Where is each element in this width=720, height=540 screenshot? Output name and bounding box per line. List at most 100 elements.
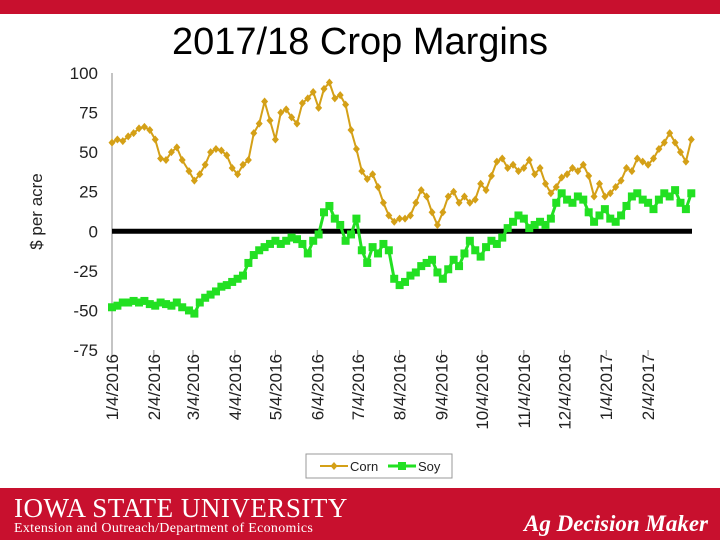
soy-data-point (633, 189, 642, 198)
corn-data-point (477, 179, 485, 188)
soy-data-point (303, 249, 312, 258)
soy-data-point (595, 211, 604, 220)
soy-data-point (611, 217, 620, 226)
corn-data-point (234, 170, 242, 179)
x-tick-label: 3/4/2016 (184, 354, 203, 420)
corn-data-point (212, 144, 220, 153)
corn-data-point (401, 214, 409, 223)
corn-data-point (595, 179, 603, 188)
soy-data-point (579, 195, 588, 204)
soy-data-point (384, 246, 393, 255)
corn-data-point (228, 163, 236, 172)
corn-data-point (277, 108, 285, 117)
soy-data-point (156, 298, 165, 307)
soy-data-point (374, 249, 383, 258)
soy-data-point (172, 298, 181, 307)
corn-data-point (682, 157, 690, 166)
soy-data-point (357, 246, 366, 255)
soy-data-point (238, 271, 247, 280)
corn-data-point (676, 148, 684, 157)
soy-data-point (260, 243, 269, 252)
soy-data-point (178, 303, 187, 312)
corn-data-point (352, 144, 360, 153)
soy-data-point (145, 300, 154, 309)
soy-data-point (590, 217, 599, 226)
soy-data-point (498, 233, 507, 242)
corn-data-point (606, 189, 614, 198)
soy-data-point (514, 211, 523, 220)
corn-data-point (201, 160, 209, 169)
corn-data-point (628, 167, 636, 176)
soy-data-point (201, 293, 210, 302)
y-tick-label: 75 (79, 104, 98, 123)
corn-data-point (157, 154, 165, 163)
corn-data-point (282, 105, 290, 114)
corn-data-point (266, 116, 274, 125)
corn-data-point (396, 214, 404, 223)
soy-data-point (449, 255, 458, 264)
soy-data-point (492, 239, 501, 248)
corn-data-point (315, 103, 323, 112)
corn-data-point (509, 160, 517, 169)
soy-data-point (336, 220, 345, 229)
soy-data-point (108, 303, 116, 312)
corn-data-point (460, 192, 468, 201)
corn-data-point (671, 138, 679, 147)
soy-data-point (401, 277, 410, 286)
soy-data-point (525, 224, 534, 233)
corn-data-point (644, 160, 652, 169)
soy-data-point (347, 230, 356, 239)
ag-decision-maker-brand: Ag Decision Maker (524, 511, 708, 536)
corn-data-point (487, 171, 495, 180)
soy-data-point (487, 236, 496, 245)
soy-data-point (406, 271, 415, 280)
corn-data-point (309, 87, 317, 96)
corn-data-point (217, 146, 225, 155)
soy-data-point (465, 236, 474, 245)
soy-data-point (411, 268, 420, 277)
corn-data-point (190, 176, 198, 185)
soy-data-point (676, 198, 685, 207)
corn-data-point (304, 94, 312, 103)
corn-data-point (379, 198, 387, 207)
x-tick-label: 5/4/2016 (266, 354, 285, 420)
soy-data-point (217, 282, 226, 291)
corn-data-point (298, 99, 306, 108)
x-tick-label: 12/4/2016 (555, 354, 574, 430)
y-axis-label: $ per acre (27, 173, 46, 250)
corn-data-point (450, 187, 458, 196)
corn-data-point (428, 208, 436, 217)
corn-data-point (135, 124, 143, 133)
corn-data-point (536, 163, 544, 172)
corn-data-point (108, 138, 116, 147)
corn-data-point (525, 156, 533, 165)
soy-data-point (428, 255, 437, 264)
soy-data-point (573, 192, 582, 201)
corn-data-point (466, 198, 474, 207)
corn-data-point (342, 100, 350, 109)
soy-data-point (509, 217, 518, 226)
corn-data-point (369, 170, 377, 179)
soy-data-point (129, 296, 138, 305)
soy-data-point (638, 195, 647, 204)
corn-data-point (514, 167, 522, 176)
corn-data-point (140, 122, 148, 131)
corn-data-point (574, 167, 582, 176)
corn-data-point (520, 163, 528, 172)
soy-data-point (379, 239, 388, 248)
corn-data-point (622, 163, 630, 172)
x-tick-label: 10/4/2016 (473, 354, 492, 430)
corn-data-point (482, 186, 490, 195)
corn-data-point (196, 170, 204, 179)
corn-data-point (433, 220, 441, 229)
soy-data-point (471, 246, 480, 255)
soy-data-point (118, 298, 127, 307)
soy-data-point (211, 287, 220, 296)
x-tick-label: 11/4/2016 (515, 354, 534, 428)
soy-data-point (433, 268, 442, 277)
corn-data-point (358, 167, 366, 176)
corn-legend-marker (330, 462, 338, 470)
corn-data-point (363, 175, 371, 184)
corn-data-point (552, 182, 560, 191)
x-tick-label: 4/4/2016 (226, 354, 245, 420)
